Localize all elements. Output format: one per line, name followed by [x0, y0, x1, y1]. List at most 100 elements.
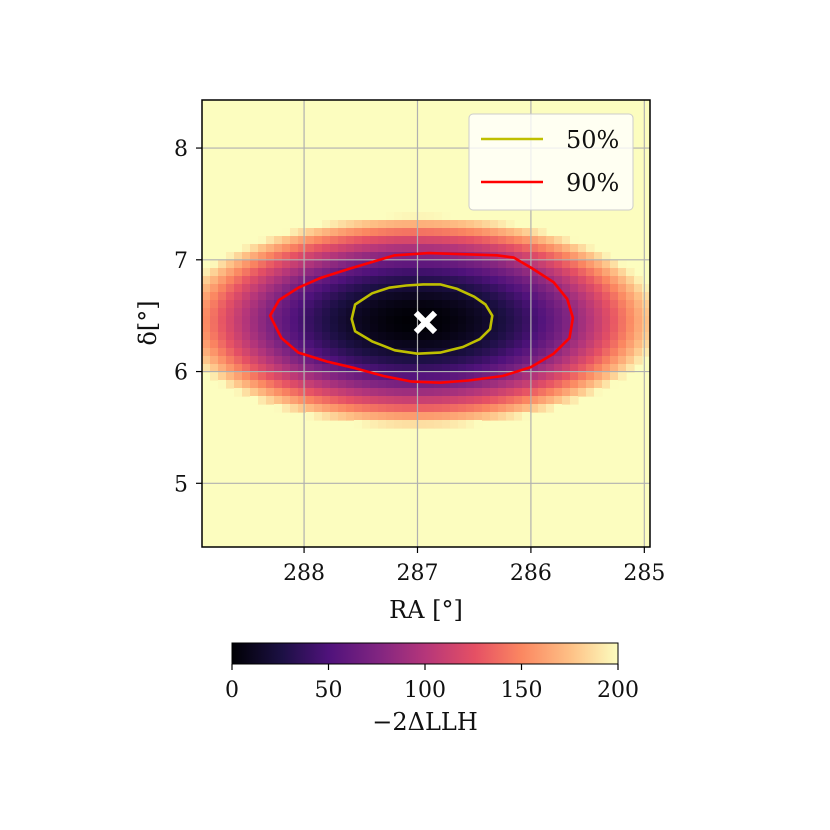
heatmap-cell	[450, 420, 459, 429]
heatmap-cell	[506, 260, 515, 269]
heatmap-cell	[282, 300, 291, 309]
heatmap-cell	[626, 356, 635, 365]
heatmap-cell	[442, 388, 451, 397]
heatmap-cell	[594, 308, 603, 317]
heatmap-cell	[522, 380, 531, 389]
heatmap-cell	[306, 268, 315, 277]
heatmap-cell	[450, 236, 459, 245]
heatmap-cell	[346, 268, 355, 277]
heatmap-cell	[498, 380, 507, 389]
heatmap-cell	[426, 380, 435, 389]
heatmap-cell	[434, 212, 443, 221]
heatmap-cell	[498, 396, 507, 405]
heatmap-cell	[298, 260, 307, 269]
heatmap-cell	[202, 300, 211, 309]
heatmap-cell	[274, 268, 283, 277]
heatmap-cell	[394, 276, 403, 285]
heatmap-cell	[418, 380, 427, 389]
heatmap-cell	[418, 220, 427, 229]
heatmap-cell	[434, 268, 443, 277]
heatmap-cell	[530, 372, 539, 381]
heatmap-cell	[474, 420, 483, 429]
heatmap-cell	[506, 284, 515, 293]
heatmap-cell	[506, 292, 515, 301]
heatmap-cell	[330, 220, 339, 229]
heatmap-cell	[626, 324, 635, 333]
heatmap-cell	[530, 308, 539, 317]
heatmap-cell	[394, 260, 403, 269]
heatmap-cell	[370, 388, 379, 397]
heatmap-cell	[354, 260, 363, 269]
heatmap-cell	[202, 284, 211, 293]
heatmap-cell	[426, 420, 435, 429]
heatmap-cell	[458, 388, 467, 397]
heatmap-cell	[386, 388, 395, 397]
heatmap-cell	[386, 420, 395, 429]
heatmap-cell	[466, 420, 475, 429]
heatmap-cell	[522, 284, 531, 293]
y-axis-label: δ[°]	[134, 300, 162, 345]
heatmap-cell	[490, 308, 499, 317]
heatmap-cell	[450, 332, 459, 341]
heatmap-cell	[642, 332, 650, 341]
heatmap-cell	[506, 324, 515, 333]
heatmap-cell	[226, 364, 235, 373]
heatmap-cell	[434, 260, 443, 269]
heatmap-cell	[458, 268, 467, 277]
heatmap-cell	[370, 252, 379, 261]
heatmap-cell	[458, 356, 467, 365]
heatmap-cell	[594, 260, 603, 269]
heatmap-cell	[578, 388, 587, 397]
heatmap-cell	[578, 268, 587, 277]
heatmap-cell	[578, 356, 587, 365]
heatmap-cell	[338, 356, 347, 365]
heatmap-cell	[506, 332, 515, 341]
heatmap-cell	[298, 236, 307, 245]
heatmap-cell	[490, 364, 499, 373]
heatmap-cell	[410, 220, 419, 229]
heatmap-cell	[346, 260, 355, 269]
heatmap-cell	[394, 316, 403, 325]
heatmap-cell	[330, 316, 339, 325]
heatmap-cell	[386, 380, 395, 389]
heatmap-cell	[410, 212, 419, 221]
heatmap-cell	[474, 396, 483, 405]
heatmap-cell	[338, 292, 347, 301]
heatmap-cell	[394, 396, 403, 405]
heatmap-cell	[402, 332, 411, 341]
heatmap-cell	[370, 276, 379, 285]
heatmap-cell	[402, 300, 411, 309]
heatmap-cell	[490, 388, 499, 397]
heatmap-cell	[314, 388, 323, 397]
heatmap-cell	[458, 300, 467, 309]
heatmap-cell	[386, 412, 395, 421]
heatmap-cell	[258, 284, 267, 293]
heatmap-cell	[562, 236, 571, 245]
heatmap-cell	[426, 244, 435, 253]
heatmap-cell	[282, 372, 291, 381]
heatmap-cell	[538, 268, 547, 277]
heatmap-cell	[418, 388, 427, 397]
heatmap-cell	[450, 292, 459, 301]
heatmap-cell	[514, 348, 523, 357]
heatmap-cell	[298, 228, 307, 237]
heatmap-cell	[466, 260, 475, 269]
heatmap-cell	[522, 228, 531, 237]
heatmap-cell	[554, 340, 563, 349]
heatmap-cell	[394, 220, 403, 229]
heatmap-cell	[586, 348, 595, 357]
heatmap-cell	[474, 268, 483, 277]
x-tick-label: 285	[623, 561, 665, 586]
heatmap-cell	[554, 300, 563, 309]
heatmap-cell	[378, 308, 387, 317]
heatmap-cell	[402, 212, 411, 221]
heatmap-cell	[530, 380, 539, 389]
heatmap-cell	[298, 244, 307, 253]
heatmap-cell	[634, 356, 643, 365]
heatmap-cell	[242, 308, 251, 317]
heatmap-cell	[362, 324, 371, 333]
heatmap-cell	[490, 396, 499, 405]
heatmap-cell	[490, 268, 499, 277]
heatmap-cell	[298, 324, 307, 333]
heatmap-cell	[242, 316, 251, 325]
